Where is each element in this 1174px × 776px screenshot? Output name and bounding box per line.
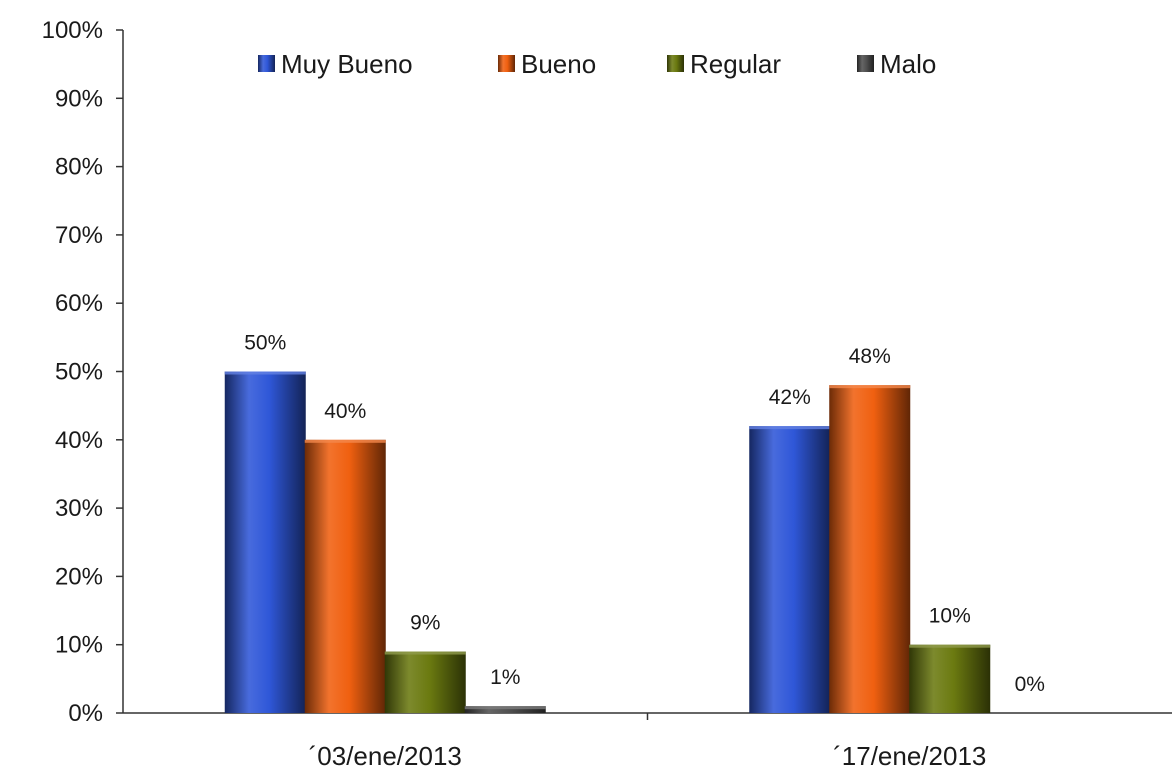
data-label: 10% (929, 605, 971, 628)
legend-label: Bueno (521, 49, 596, 79)
legend-label: Regular (690, 49, 781, 79)
bar-muy-bueno (749, 426, 831, 713)
data-label: 9% (410, 612, 440, 635)
bar-malo (464, 706, 546, 713)
y-tick-label: 100% (42, 17, 103, 44)
bar-top-highlight (384, 651, 466, 655)
y-tick-label: 30% (55, 495, 103, 522)
y-tick-label: 40% (55, 427, 103, 454)
bar-top-highlight (304, 439, 386, 443)
legend-swatch (857, 55, 874, 72)
bar-top-highlight (224, 371, 306, 375)
legend: Muy Bueno Bueno Regular Malo (258, 49, 936, 79)
bar-top-highlight (464, 706, 546, 710)
bar-bueno (829, 385, 911, 713)
y-tick-label: 20% (55, 563, 103, 590)
bar-regular (384, 651, 466, 713)
legend-swatch (258, 55, 275, 72)
bars (224, 371, 991, 713)
x-category-label: ´17/ene/2013 (833, 741, 986, 771)
y-tick-label: 60% (55, 290, 103, 317)
legend-swatch (667, 55, 684, 72)
y-tick-label: 0% (68, 700, 103, 727)
y-tick-label: 50% (55, 359, 103, 386)
y-tick-label: 80% (55, 154, 103, 181)
bar-top-highlight (749, 426, 831, 430)
data-label: 42% (769, 386, 811, 409)
y-tick-label: 70% (55, 222, 103, 249)
axes: 0% 10% 20% 30% 40% 50% 60% 70% 80% 90% 100% ´03/ene… (42, 17, 1172, 771)
bar-bueno (304, 439, 386, 713)
data-label: 40% (324, 400, 366, 423)
data-labels: 50% 40% 9% 1% 42% 48% 10% 0% (244, 332, 1045, 697)
data-label: 50% (244, 332, 286, 355)
x-category-label: ´03/ene/2013 (309, 741, 462, 771)
legend-label: Muy Bueno (281, 49, 413, 79)
legend-label: Malo (880, 49, 936, 79)
bar-top-highlight (909, 644, 991, 648)
data-label: 1% (490, 666, 520, 689)
y-tick-label: 90% (55, 85, 103, 112)
bar-muy-bueno (224, 371, 306, 713)
bar-regular (909, 644, 991, 713)
data-label: 48% (849, 345, 891, 368)
bar-top-highlight (829, 385, 911, 389)
data-label: 0% (1015, 673, 1045, 696)
legend-swatch (498, 55, 515, 72)
y-tick-label: 10% (55, 632, 103, 659)
